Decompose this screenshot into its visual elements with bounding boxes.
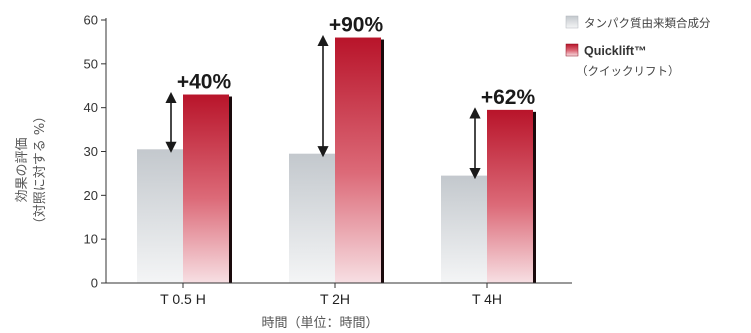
y-tick-label: 0 [91, 276, 98, 291]
bar-series-2 [335, 37, 381, 284]
legend-swatch-red [565, 43, 579, 57]
increase-label: +40% [177, 71, 232, 94]
difference-arrows: +40% +90% +62% [165, 14, 536, 180]
y-tick-label: 20 [84, 188, 98, 203]
y-axis-title-line1: 効果の評価 [15, 137, 30, 202]
bar-series-1 [137, 149, 183, 283]
increase-label: +62% [481, 86, 536, 109]
y-tick-label: 10 [84, 232, 98, 247]
x-axis-title: 時間（単位：時間） [261, 315, 378, 331]
legend-label-series-1: タンパク質由来類合成分 [584, 16, 711, 30]
legend-label-series-2-sub: （クイックリフト） [576, 64, 680, 78]
bar-series-1 [441, 175, 487, 283]
y-tick-label: 50 [84, 56, 98, 71]
bars [137, 37, 536, 284]
x-tick-label: T 2H [320, 291, 350, 307]
x-axis: T 0.5 H T 2H T 4H [106, 282, 572, 307]
y-axis: 0 10 20 30 40 50 60 [84, 13, 107, 291]
y-tick-label: 40 [84, 100, 98, 115]
x-tick-label: T 0.5 H [160, 291, 206, 307]
x-tick-label: T 4H [472, 291, 502, 307]
y-tick-label: 30 [84, 144, 98, 159]
bar-series-1 [289, 153, 335, 283]
legend: タンパク質由来類合成分 Quicklift™ （クイックリフト） [565, 15, 711, 78]
y-tick-label: 60 [84, 13, 98, 28]
increase-label: +90% [329, 14, 384, 37]
bar-series-2 [487, 109, 533, 283]
legend-swatch-gray [565, 15, 579, 29]
y-axis-title-line2: （対照に対する %） [33, 110, 48, 231]
bar-series-2 [183, 94, 229, 284]
legend-label-series-2: Quicklift™ [584, 44, 647, 58]
